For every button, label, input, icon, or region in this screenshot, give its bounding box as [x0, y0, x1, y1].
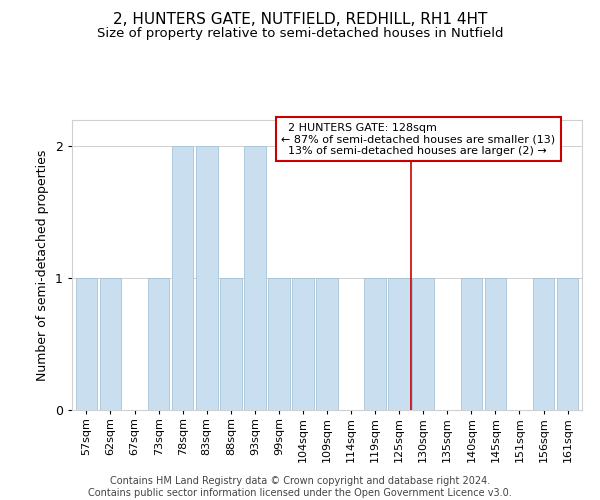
Bar: [316, 278, 338, 410]
Bar: [268, 278, 290, 410]
Text: Size of property relative to semi-detached houses in Nutfield: Size of property relative to semi-detach…: [97, 28, 503, 40]
Y-axis label: Number of semi-detached properties: Number of semi-detached properties: [37, 150, 49, 380]
Bar: [485, 278, 506, 410]
Bar: [461, 278, 482, 410]
Text: 2, HUNTERS GATE, NUTFIELD, REDHILL, RH1 4HT: 2, HUNTERS GATE, NUTFIELD, REDHILL, RH1 …: [113, 12, 487, 28]
Bar: [172, 146, 193, 410]
Bar: [557, 278, 578, 410]
Bar: [533, 278, 554, 410]
Bar: [292, 278, 314, 410]
Bar: [364, 278, 386, 410]
Bar: [196, 146, 218, 410]
Bar: [148, 278, 169, 410]
Bar: [76, 278, 97, 410]
Bar: [412, 278, 434, 410]
Bar: [220, 278, 242, 410]
Bar: [100, 278, 121, 410]
Text: Contains HM Land Registry data © Crown copyright and database right 2024.
Contai: Contains HM Land Registry data © Crown c…: [88, 476, 512, 498]
Bar: [388, 278, 410, 410]
Text: 2 HUNTERS GATE: 128sqm
← 87% of semi-detached houses are smaller (13)
  13% of s: 2 HUNTERS GATE: 128sqm ← 87% of semi-det…: [281, 122, 556, 156]
Bar: [244, 146, 266, 410]
